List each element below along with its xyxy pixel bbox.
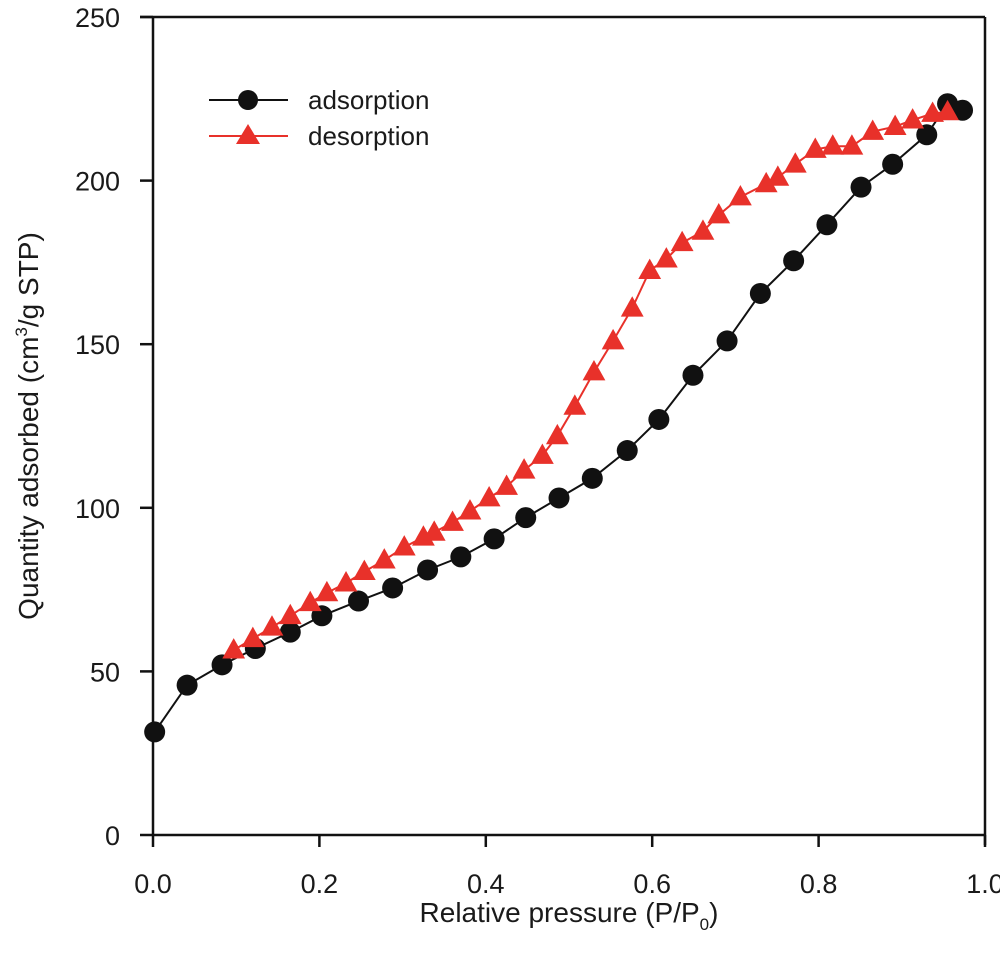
x-tick-label: 0.4 (467, 869, 505, 899)
data-point-adsorption (749, 282, 771, 304)
series-line-adsorption (153, 102, 963, 733)
data-point-desorption (422, 520, 446, 541)
data-point-adsorption (348, 590, 370, 612)
data-point-desorption (901, 108, 925, 129)
series-markers (144, 93, 974, 743)
data-point-adsorption (382, 577, 404, 599)
y-tick-label: 100 (75, 494, 120, 524)
data-point-desorption (458, 499, 482, 520)
circle-marker-icon (238, 90, 258, 110)
y-tick-label: 50 (90, 657, 120, 687)
data-point-desorption (512, 458, 536, 479)
data-point-desorption (530, 443, 554, 464)
legend: adsorption desorption (209, 85, 429, 151)
data-point-desorption (392, 535, 416, 556)
data-point-desorption (477, 485, 501, 507)
data-point-desorption (638, 258, 662, 279)
data-point-desorption (260, 615, 284, 636)
x-tick-label: 0.8 (800, 869, 838, 899)
data-point-desorption (563, 394, 587, 415)
data-point-adsorption (548, 487, 570, 509)
data-point-desorption (754, 171, 778, 193)
legend-label-adsorption: adsorption (308, 85, 429, 115)
data-point-adsorption (176, 674, 198, 696)
x-tick-label: 0.6 (633, 869, 671, 899)
x-tick-label: 0.2 (301, 869, 339, 899)
data-point-adsorption (144, 721, 166, 743)
data-point-adsorption (450, 546, 472, 568)
data-point-desorption (495, 474, 518, 495)
data-point-desorption (441, 510, 464, 531)
data-point-desorption (728, 184, 752, 206)
data-point-adsorption (483, 528, 505, 550)
data-point-desorption (315, 580, 339, 602)
data-point-desorption (298, 590, 322, 612)
data-point-desorption (241, 626, 265, 648)
data-point-adsorption (279, 621, 301, 643)
data-point-adsorption (515, 507, 537, 529)
data-point-adsorption (648, 408, 670, 430)
legend-label-desorption: desorption (308, 121, 429, 151)
data-point-adsorption (783, 250, 805, 272)
series-line-desorption (233, 110, 948, 651)
data-point-desorption (883, 114, 907, 136)
data-point-desorption (766, 165, 790, 186)
series-lines (153, 102, 963, 733)
y-ticks: 0 50 100 150 200 250 (75, 3, 153, 851)
data-point-desorption (334, 571, 358, 592)
x-tick-label: 0.0 (134, 869, 172, 899)
y-tick-label: 0 (105, 821, 120, 851)
data-point-adsorption (417, 559, 439, 581)
data-point-adsorption (581, 467, 603, 489)
data-point-adsorption (916, 124, 938, 146)
y-tick-label: 250 (75, 3, 120, 33)
plot-frame (140, 15, 987, 845)
data-point-desorption (620, 296, 644, 317)
data-point-adsorption (850, 176, 872, 198)
data-point-desorption (691, 219, 715, 240)
x-tick-label: 1.0 (966, 869, 1000, 899)
data-point-desorption (654, 247, 678, 268)
data-point-adsorption (616, 440, 638, 462)
y-tick-label: 150 (75, 330, 120, 360)
data-point-adsorption (882, 153, 904, 175)
data-point-desorption (601, 328, 625, 350)
data-point-adsorption (816, 214, 838, 236)
data-point-desorption (861, 119, 885, 140)
data-point-desorption (670, 230, 694, 252)
data-point-desorption (352, 559, 376, 581)
legend-item-adsorption: adsorption (209, 85, 429, 115)
data-point-adsorption (716, 330, 738, 352)
y-tick-label: 200 (75, 167, 120, 197)
y-axis-title: Quantity adsorbed (cm3/g STP) (12, 232, 44, 620)
data-point-desorption (372, 548, 396, 569)
x-axis-title: Relative pressure (P/P0) (420, 897, 719, 934)
data-point-desorption (783, 152, 807, 173)
data-point-adsorption (682, 364, 704, 386)
data-point-desorption (936, 99, 959, 121)
x-ticks: 0.0 0.2 0.4 0.6 0.8 1.0 (134, 835, 1000, 899)
data-point-desorption (582, 360, 606, 381)
data-point-desorption (803, 137, 827, 158)
triangle-marker-icon (236, 124, 260, 144)
data-point-desorption (821, 134, 845, 155)
data-point-desorption (545, 423, 569, 445)
data-point-desorption (840, 134, 864, 155)
data-point-desorption (222, 638, 246, 659)
data-point-adsorption (952, 99, 974, 121)
legend-item-desorption: desorption (209, 121, 429, 151)
data-point-desorption (707, 202, 731, 224)
data-point-desorption (278, 603, 302, 625)
data-point-adsorption (211, 654, 233, 676)
